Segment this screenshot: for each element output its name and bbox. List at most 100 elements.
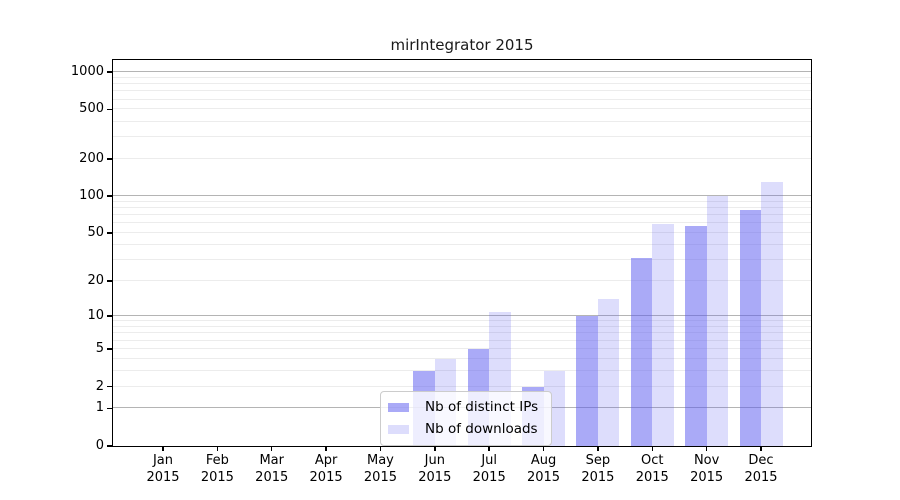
gridline-y-900 (113, 76, 811, 78)
y-tick-label-2: 2 (95, 378, 104, 394)
legend-swatch-distinct-ips (388, 402, 409, 412)
y-tick-mark-10 (107, 315, 112, 317)
x-tick-mark-feb (216, 446, 219, 451)
x-tick-year: 2015 (472, 470, 506, 485)
y-tick-mark-1 (107, 407, 112, 410)
x-tick-mark-nov (705, 446, 708, 451)
y-tick-mark-1000 (107, 71, 112, 73)
y-tick-label-1: 1 (95, 400, 104, 416)
y-tick-mark-2 (107, 385, 112, 388)
x-tick-year: 2015 (635, 470, 669, 485)
gridline-y-5 (113, 348, 811, 350)
gridline-y-2 (113, 385, 811, 387)
bar-sep-downloads (597, 299, 620, 446)
x-tick-year: 2015 (200, 470, 234, 485)
bar-dec-ips (739, 209, 761, 446)
x-tick-mark-jan (162, 446, 164, 451)
gridline-y-50 (113, 232, 811, 234)
x-tick-mark-oct (651, 446, 654, 451)
y-tick-mark-5 (107, 348, 112, 350)
gridline-y-400 (113, 120, 811, 122)
x-tick-mark-aug (542, 446, 545, 451)
chart-title: mirIntegrator 2015 (390, 36, 534, 54)
gridline-y-80 (113, 207, 811, 209)
x-tick-year: 2015 (690, 470, 724, 485)
bar-oct-downloads (652, 223, 674, 446)
legend-row-downloads: Nb of downloads (388, 421, 538, 437)
x-tick-mark-dec (760, 446, 762, 451)
legend-row-distinct-ips: Nb of distinct IPs (388, 399, 538, 415)
plot-area (113, 60, 811, 446)
gridline-y-30 (113, 259, 811, 261)
x-tick-label-jul: Jul 2015 (457, 452, 521, 486)
gridline-y-8 (113, 326, 811, 328)
x-tick-mark-may (379, 446, 382, 451)
gridline-y-1000 (113, 71, 811, 72)
bar-nov-downloads (706, 195, 729, 446)
gridline-y-10 (113, 315, 811, 317)
x-tick-label-jan: Jan 2015 (131, 452, 195, 486)
y-tick-label-500: 500 (79, 101, 104, 117)
gridline-y-600 (113, 98, 811, 100)
x-tick-mark-mar (270, 446, 273, 451)
bar-sep-ips (576, 316, 598, 446)
y-tick-label-10: 10 (87, 308, 104, 324)
y-tick-label-200: 200 (79, 150, 104, 166)
gridline-y-500 (113, 108, 811, 110)
x-tick-year: 2015 (744, 470, 778, 485)
gridline-y-9 (113, 320, 811, 322)
y-tick-mark-200 (107, 158, 112, 160)
gridline-y-800 (113, 83, 811, 85)
x-tick-year: 2015 (363, 470, 397, 485)
y-tick-mark-500 (107, 108, 112, 111)
x-tick-label-mar: Mar 2015 (240, 452, 304, 486)
x-tick-year: 2015 (255, 470, 289, 485)
gridline-y-60 (113, 222, 811, 224)
x-tick-year: 2015 (526, 470, 561, 485)
y-tick-mark-0 (107, 445, 112, 447)
y-tick-mark-100 (107, 195, 112, 197)
legend-swatch-downloads (388, 424, 409, 434)
gridline-y-3 (113, 369, 811, 371)
x-tick-mark-apr (325, 446, 327, 451)
x-tick-label-may: May 2015 (348, 452, 412, 486)
x-tick-label-sep: Sep 2015 (566, 452, 630, 486)
gridline-y-20 (113, 280, 811, 282)
gridline-y-90 (113, 200, 811, 202)
x-tick-label-aug: Aug 2015 (512, 452, 576, 486)
y-tick-label-50: 50 (87, 225, 104, 241)
x-tick-year: 2015 (581, 470, 615, 485)
x-tick-label-nov: Nov 2015 (675, 452, 739, 486)
x-tick-mark-jul (488, 446, 490, 451)
x-tick-year: 2015 (146, 470, 180, 485)
x-tick-year: 2015 (309, 470, 343, 485)
x-tick-label-oct: Oct 2015 (620, 452, 684, 486)
gridline-y-4 (113, 357, 811, 359)
bar-oct-ips (630, 258, 653, 446)
gridline-y-100 (113, 195, 811, 197)
gridline-y-700 (113, 90, 811, 92)
x-tick-mark-jun (434, 446, 436, 451)
x-tick-year: 2015 (418, 470, 452, 485)
legend-label-distinct-ips: Nb of distinct IPs (425, 399, 539, 415)
legend-label-downloads: Nb of downloads (425, 421, 538, 437)
y-tick-mark-50 (107, 232, 112, 234)
y-tick-label-0: 0 (95, 438, 104, 453)
gridline-y-6 (113, 339, 811, 341)
x-tick-mark-sep (597, 446, 599, 451)
gridline-y-200 (113, 157, 811, 159)
x-tick-label-jun: Jun 2015 (403, 452, 467, 486)
gridline-y-7 (113, 332, 811, 334)
y-tick-label-100: 100 (79, 188, 104, 204)
y-tick-label-5: 5 (95, 341, 104, 356)
x-tick-label-apr: Apr 2015 (294, 452, 358, 486)
x-tick-label-dec: Dec 2015 (729, 452, 793, 486)
legend: Nb of distinct IPs Nb of downloads (380, 391, 553, 446)
x-tick-label-feb: Feb 2015 (185, 452, 249, 486)
y-tick-mark-20 (107, 280, 112, 282)
gridline-y-70 (113, 214, 811, 216)
bar-dec-downloads (761, 182, 783, 446)
gridline-y-300 (113, 136, 811, 138)
bar-nov-ips (685, 226, 707, 446)
